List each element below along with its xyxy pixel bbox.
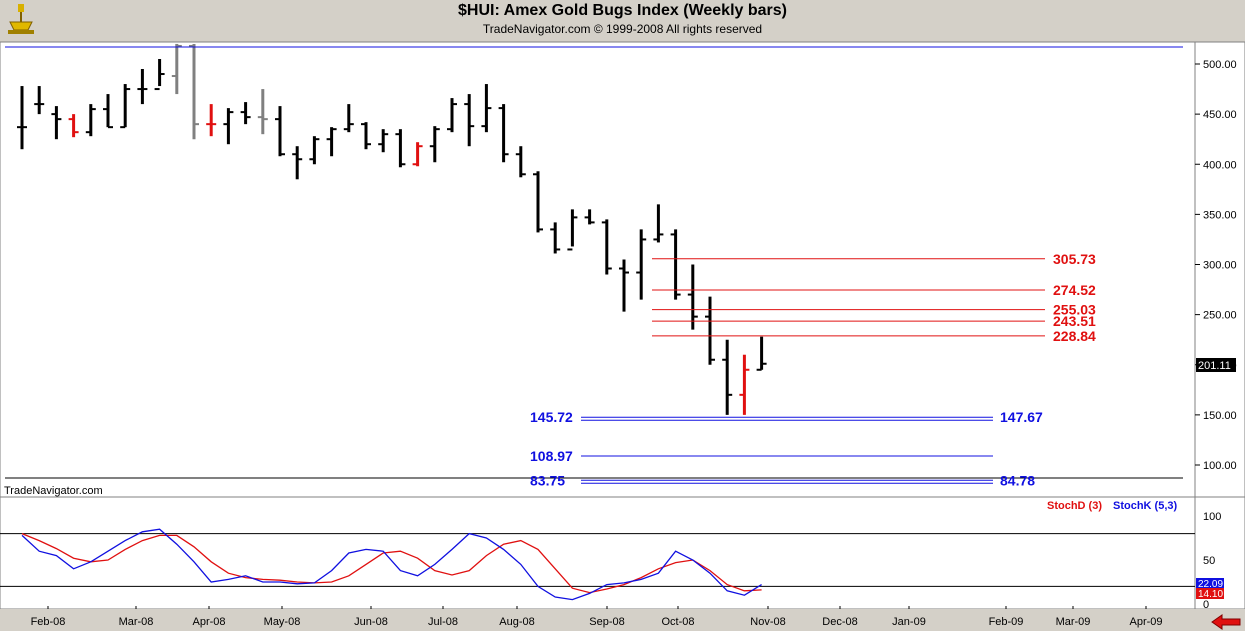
date-label: Apr-08 <box>192 616 225 628</box>
price-bar <box>619 259 629 312</box>
price-bar <box>240 102 251 125</box>
price-bar <box>739 354 750 415</box>
price-bar <box>361 122 371 150</box>
price-bar <box>378 129 389 153</box>
price-bar <box>584 209 595 225</box>
price-bar <box>206 104 217 137</box>
price-tick-label: 500.00 <box>1203 59 1237 71</box>
price-bar <box>670 229 681 300</box>
price-bar <box>653 204 664 243</box>
date-label: Feb-09 <box>989 616 1024 628</box>
price-tick-label: 300.00 <box>1203 260 1237 272</box>
price-bar <box>687 264 698 330</box>
stoch-series-line <box>21 532 762 594</box>
date-label: Feb-08 <box>31 616 66 628</box>
fib-level-blue-label: 108.97 <box>530 448 573 464</box>
fib-level-blue-label: 145.72 <box>530 409 573 425</box>
price-bar <box>395 129 406 168</box>
date-label: May-08 <box>264 616 301 628</box>
stoch-k-legend: StochK (5,3) <box>1113 500 1178 512</box>
watermark-text: TradeNavigator.com <box>4 485 103 497</box>
last-price-marker: 201.11 <box>1196 358 1236 372</box>
price-bar <box>567 209 578 251</box>
price-bar <box>275 106 285 157</box>
price-bar <box>292 146 303 180</box>
stoch-tick-label: 0 <box>1203 599 1209 611</box>
price-bar <box>533 171 543 233</box>
price-tick-label: 150.00 <box>1203 410 1237 422</box>
left-arrow-icon[interactable] <box>1211 614 1241 630</box>
price-bar <box>120 84 131 129</box>
last-price-label: 201.11 <box>1198 360 1231 372</box>
date-axis-strip <box>0 609 1245 631</box>
date-label: Sep-08 <box>589 616 624 628</box>
price-bar <box>464 94 475 147</box>
price-bar <box>189 43 199 140</box>
date-label: Aug-08 <box>499 616 534 628</box>
fib-level-red-label: 243.51 <box>1053 313 1096 329</box>
fib-level-blue-label: 84.78 <box>1000 472 1035 488</box>
price-bar <box>309 136 320 165</box>
chart-header: $HUI: Amex Gold Bugs Index (Weekly bars)… <box>0 0 1245 42</box>
price-bar <box>51 106 62 140</box>
stoch-d-last: 14.10 <box>1198 589 1223 600</box>
price-bar <box>705 296 715 365</box>
fib-level-red-label: 274.52 <box>1053 282 1096 298</box>
fib-level-red-label: 228.84 <box>1053 328 1096 344</box>
stoch-tick-label: 100 <box>1203 511 1221 523</box>
chart-title: $HUI: Amex Gold Bugs Index (Weekly bars) <box>458 2 787 19</box>
date-label: Apr-09 <box>1129 616 1162 628</box>
price-bar <box>447 98 457 133</box>
price-bar <box>17 86 27 150</box>
fib-level-red-label: 255.03 <box>1053 302 1096 318</box>
date-label: Nov-08 <box>750 616 785 628</box>
fib-level-blue-label: 147.67 <box>1000 409 1043 425</box>
price-bar <box>756 336 767 371</box>
price-tick-label: 100.00 <box>1203 460 1237 472</box>
stoch-k-last: 22.09 <box>1198 579 1223 590</box>
date-label: Mar-08 <box>119 616 154 628</box>
price-bar <box>481 84 492 133</box>
price-bar <box>137 69 148 105</box>
price-bar <box>257 89 268 135</box>
stoch-last-values: 22.09 14.10 <box>1196 578 1224 600</box>
price-bar <box>154 58 165 91</box>
price-bar <box>85 104 96 137</box>
price-bar <box>636 229 647 300</box>
price-bar <box>601 219 612 275</box>
price-bar <box>429 126 440 163</box>
date-label: Jun-08 <box>354 616 388 628</box>
stoch-tick-label: 50 <box>1203 555 1215 567</box>
price-bar <box>326 127 337 157</box>
price-tick-label: 400.00 <box>1203 159 1237 171</box>
price-tick-label: 350.00 <box>1203 209 1237 221</box>
price-bar <box>34 86 45 115</box>
date-label: Mar-09 <box>1056 616 1091 628</box>
date-label: Dec-08 <box>822 616 857 628</box>
price-plot-area <box>0 41 1196 498</box>
price-bar <box>550 222 561 254</box>
copyright-text: TradeNavigator.com © 1999-2008 All right… <box>482 22 763 36</box>
price-bar <box>498 104 509 163</box>
stoch-d-legend: StochD (3) <box>1047 500 1102 512</box>
tradenavigator-logo-icon <box>4 2 38 36</box>
price-bar <box>171 43 182 95</box>
date-label: Oct-08 <box>661 616 694 628</box>
price-bar <box>343 104 354 133</box>
price-bar <box>412 142 423 167</box>
price-bar <box>103 94 113 129</box>
stoch-series-line <box>21 528 762 601</box>
price-tick-label: 450.00 <box>1203 109 1237 121</box>
fib-level-blue-label: 83.75 <box>530 472 565 488</box>
price-bar <box>722 339 733 415</box>
price-bar <box>68 114 79 138</box>
price-bar <box>515 146 526 178</box>
price-bar <box>223 108 234 145</box>
date-label: Jan-09 <box>892 616 926 628</box>
price-tick-label: 250.00 <box>1203 310 1237 322</box>
stoch-plot-area <box>0 496 1196 610</box>
fib-level-red-label: 305.73 <box>1053 251 1096 267</box>
date-label: Jul-08 <box>428 616 458 628</box>
